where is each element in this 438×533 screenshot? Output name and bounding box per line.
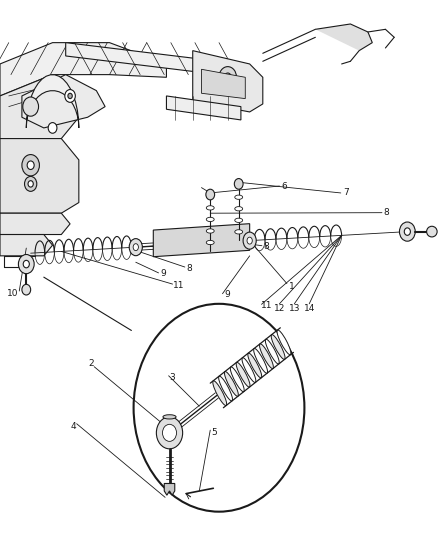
Circle shape [23, 97, 39, 116]
Ellipse shape [224, 372, 238, 397]
Ellipse shape [265, 339, 279, 364]
Text: 13: 13 [289, 304, 300, 312]
Circle shape [48, 123, 57, 133]
Ellipse shape [206, 217, 214, 222]
Circle shape [27, 161, 34, 169]
Text: 11: 11 [261, 301, 272, 310]
Ellipse shape [206, 240, 214, 245]
Circle shape [23, 260, 29, 268]
Circle shape [134, 304, 304, 512]
Polygon shape [0, 213, 70, 235]
Circle shape [156, 417, 183, 449]
Polygon shape [0, 75, 79, 139]
Ellipse shape [271, 335, 285, 359]
Ellipse shape [277, 330, 291, 355]
Polygon shape [201, 69, 245, 99]
Text: 5: 5 [212, 429, 218, 437]
Text: 6: 6 [282, 182, 288, 190]
Ellipse shape [133, 244, 138, 251]
Text: 10: 10 [7, 289, 19, 297]
Polygon shape [164, 483, 175, 495]
Ellipse shape [254, 349, 268, 373]
Text: 7: 7 [343, 189, 349, 197]
Ellipse shape [242, 358, 256, 383]
Ellipse shape [206, 206, 214, 210]
Text: 2: 2 [88, 359, 94, 368]
Circle shape [65, 90, 75, 102]
Ellipse shape [129, 239, 142, 256]
Text: 11: 11 [173, 281, 184, 289]
Circle shape [219, 67, 237, 88]
Circle shape [68, 93, 72, 99]
Ellipse shape [259, 344, 273, 369]
Text: 9: 9 [160, 269, 166, 278]
Polygon shape [26, 75, 79, 128]
Circle shape [404, 228, 410, 236]
Ellipse shape [206, 229, 214, 233]
Text: 8: 8 [383, 208, 389, 217]
Ellipse shape [213, 381, 227, 406]
Text: 12: 12 [274, 304, 285, 312]
Polygon shape [0, 235, 53, 256]
Circle shape [206, 189, 215, 200]
Circle shape [18, 254, 34, 273]
Polygon shape [0, 43, 166, 96]
Circle shape [25, 176, 37, 191]
Ellipse shape [427, 227, 437, 237]
Polygon shape [315, 24, 372, 51]
Text: 1: 1 [289, 282, 295, 290]
Circle shape [399, 222, 415, 241]
Text: 4: 4 [71, 422, 76, 431]
Ellipse shape [230, 367, 244, 392]
Text: 8: 8 [264, 242, 270, 251]
Ellipse shape [219, 376, 233, 401]
Text: 14: 14 [304, 304, 315, 312]
Ellipse shape [235, 195, 243, 199]
Circle shape [224, 73, 231, 82]
Polygon shape [166, 96, 241, 120]
Polygon shape [22, 75, 105, 128]
Text: 8: 8 [186, 264, 192, 272]
Polygon shape [0, 139, 79, 213]
Polygon shape [66, 43, 241, 77]
Circle shape [22, 284, 31, 295]
Polygon shape [153, 224, 250, 257]
Ellipse shape [163, 415, 176, 419]
Circle shape [22, 155, 39, 176]
Text: 3: 3 [169, 374, 175, 382]
Ellipse shape [243, 232, 256, 249]
Ellipse shape [235, 207, 243, 211]
Polygon shape [193, 51, 263, 112]
Circle shape [162, 424, 177, 441]
Text: 9: 9 [224, 290, 230, 299]
Ellipse shape [235, 218, 243, 222]
Circle shape [28, 181, 33, 187]
Ellipse shape [248, 353, 262, 378]
Ellipse shape [235, 230, 243, 234]
Circle shape [234, 179, 243, 189]
Ellipse shape [236, 362, 250, 387]
Ellipse shape [247, 237, 252, 244]
